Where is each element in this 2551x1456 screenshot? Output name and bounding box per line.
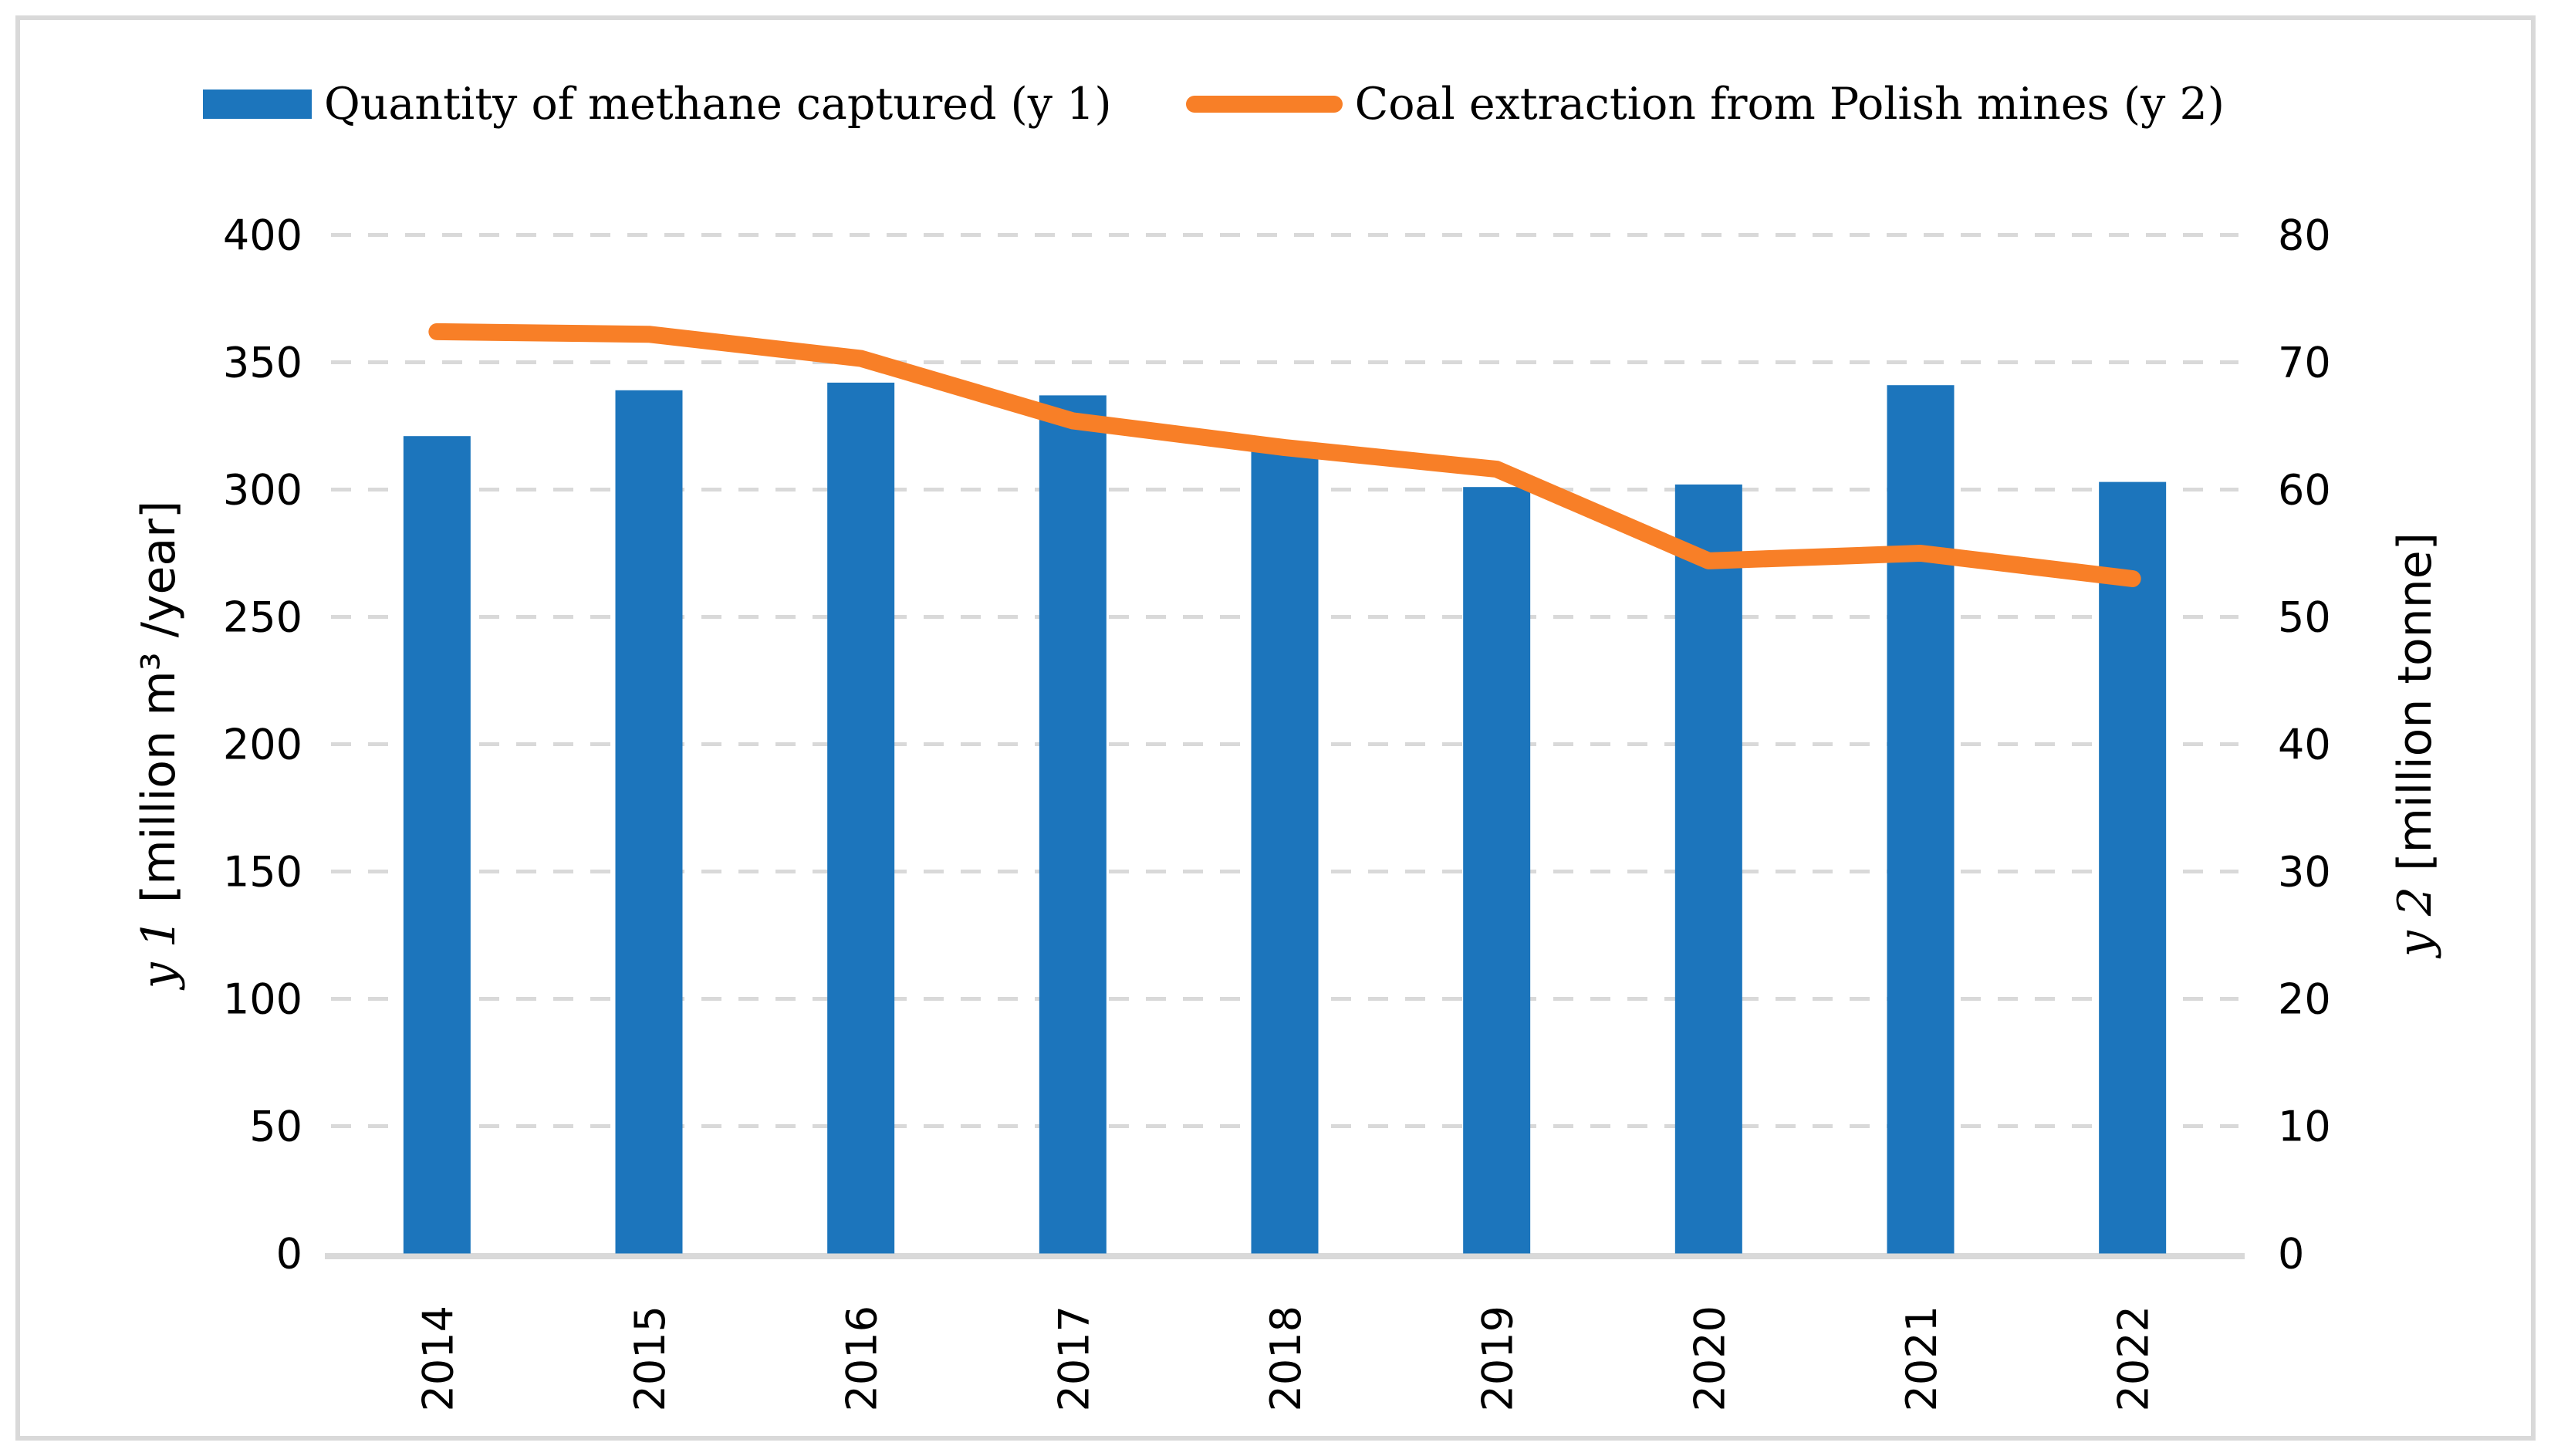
x-tick-label-2021: 2021 bbox=[1897, 1306, 1946, 1411]
y1-tick-label: 100 bbox=[223, 975, 302, 1024]
y1-axis-title-var: y 1 bbox=[132, 918, 186, 989]
y1-axis-title: y 1 [million m³ /year] bbox=[132, 235, 189, 1254]
legend: Quantity of methane captured (y 1) Coal … bbox=[0, 79, 2489, 130]
y1-tick-label: 50 bbox=[249, 1103, 302, 1151]
y2-tick-label: 50 bbox=[2278, 593, 2331, 642]
bar-2015 bbox=[615, 390, 683, 1254]
x-tick-label-2017: 2017 bbox=[1049, 1306, 1098, 1411]
bar-2022 bbox=[2099, 481, 2167, 1254]
y1-tick-label: 0 bbox=[276, 1230, 302, 1279]
x-tick-label-2015: 2015 bbox=[626, 1306, 674, 1411]
y2-tick-label: 20 bbox=[2278, 975, 2331, 1024]
y1-tick-label: 400 bbox=[223, 211, 302, 260]
bar-2021 bbox=[1887, 385, 1955, 1254]
y2-tick-label: 40 bbox=[2278, 721, 2331, 769]
y1-tick-label: 150 bbox=[223, 848, 302, 897]
line-swatch-icon bbox=[1185, 96, 1343, 113]
y1-tick-label: 350 bbox=[223, 339, 302, 387]
y2-axis-title-var: y 2 bbox=[2388, 886, 2442, 958]
y1-axis-title-unit: [million m³ /year] bbox=[132, 500, 186, 904]
y1-tick-label: 250 bbox=[223, 593, 302, 642]
y2-tick-label: 80 bbox=[2278, 211, 2331, 260]
bar-2014 bbox=[403, 436, 471, 1254]
bar-2020 bbox=[1674, 484, 1742, 1254]
legend-item-coal: Coal extraction from Polish mines (y 2) bbox=[1185, 79, 2225, 130]
y2-tick-label: 70 bbox=[2278, 339, 2331, 387]
x-tick-label-2014: 2014 bbox=[414, 1306, 462, 1411]
y2-axis-title: y 2 [million tonne] bbox=[2388, 235, 2445, 1254]
x-tick-label-2022: 2022 bbox=[2110, 1306, 2158, 1411]
bar-swatch-icon bbox=[202, 90, 312, 119]
bar-2018 bbox=[1251, 451, 1319, 1254]
bar-2019 bbox=[1463, 487, 1531, 1254]
legend-label-coal: Coal extraction from Polish mines (y 2) bbox=[1354, 79, 2225, 130]
legend-item-methane: Quantity of methane captured (y 1) bbox=[202, 79, 1112, 130]
y2-tick-label: 10 bbox=[2278, 1103, 2331, 1151]
y2-tick-label: 0 bbox=[2278, 1230, 2304, 1279]
y2-tick-label: 30 bbox=[2278, 848, 2331, 897]
x-tick-label-2020: 2020 bbox=[1685, 1306, 1734, 1411]
y2-tick-label: 60 bbox=[2278, 466, 2331, 515]
y1-tick-label: 300 bbox=[223, 466, 302, 515]
bar-2017 bbox=[1039, 395, 1107, 1254]
y2-axis-title-unit: [million tonne] bbox=[2388, 532, 2442, 871]
bar-2016 bbox=[827, 382, 895, 1254]
x-tick-label-2018: 2018 bbox=[1262, 1306, 1310, 1411]
x-tick-label-2016: 2016 bbox=[838, 1306, 887, 1411]
y1-tick-label: 200 bbox=[223, 721, 302, 769]
legend-label-methane: Quantity of methane captured (y 1) bbox=[323, 79, 1112, 130]
coal-extraction-line bbox=[428, 323, 2141, 587]
x-tick-label-2019: 2019 bbox=[1474, 1306, 1522, 1411]
